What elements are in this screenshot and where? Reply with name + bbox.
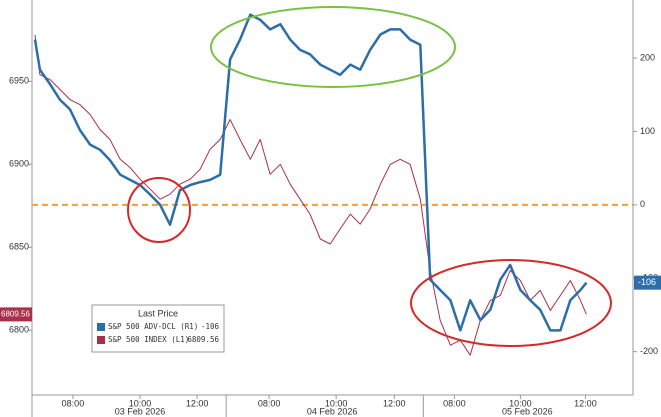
x-tick-label: 10:00 (325, 398, 348, 408)
legend-label: S&P 500 ADV-DCL (R1) (108, 322, 198, 331)
date-label: 04 Feb 2026 (307, 406, 358, 416)
last-price-box (0, 307, 32, 322)
y2-tick-label: -200 (640, 346, 658, 356)
x-tick-label: 12:00 (383, 398, 406, 408)
legend-swatch (97, 336, 105, 344)
legend-box (91, 304, 225, 353)
x-tick-label: 08:00 (443, 398, 466, 408)
last-price-label: 6809.56 (1, 310, 30, 319)
legend-value: -106 (201, 322, 220, 331)
y-tick-label: 6800 (9, 325, 29, 335)
y-tick-label: 6850 (9, 242, 29, 252)
plot (32, 13, 633, 356)
last-price-box (634, 275, 661, 290)
annotation-ellipse (127, 177, 191, 243)
x-tick-label: 10:00 (129, 398, 152, 408)
x-tick-label: 10:00 (509, 398, 532, 408)
annotation-ellipse (410, 259, 612, 347)
y-tick-label: 6900 (9, 159, 29, 169)
legend-swatch (97, 323, 105, 331)
date-label: 03 Feb 2026 (115, 406, 166, 416)
legend-value: 6809.56 (187, 335, 219, 344)
date-label: 05 Feb 2026 (502, 406, 553, 416)
x-tick-label: 12:00 (574, 398, 597, 408)
x-tick-label: 08:00 (258, 398, 281, 408)
x-tick-label: 12:00 (186, 398, 209, 408)
y2-tick-label: 200 (640, 52, 655, 62)
legend-label: S&P 500 INDEX (L1) (108, 335, 189, 344)
y2-tick-label: 0 (640, 199, 645, 209)
x-tick-label: 08:00 (62, 398, 85, 408)
annotation-ellipse (210, 6, 456, 88)
line-series (34, 34, 587, 356)
legend-title: Last Price (138, 308, 178, 318)
line-series (33, 13, 588, 332)
y-tick-label: 6950 (9, 76, 29, 86)
legend: Last Price S&P 500 ADV-DCL (R1) -106 S&P 5… (91, 304, 225, 353)
y2-tick-label: 100 (640, 126, 655, 136)
last-price-label: -106 (638, 277, 656, 287)
